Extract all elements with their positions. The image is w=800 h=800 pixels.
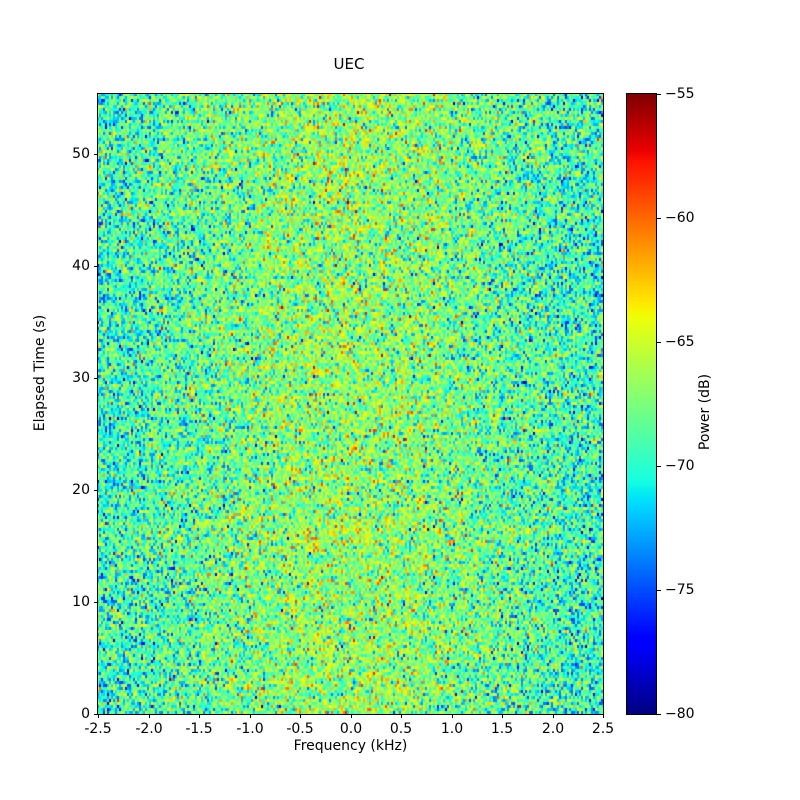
colorbar-tick-mark (657, 466, 661, 467)
y-tick-label: 0 (81, 706, 90, 722)
colorbar-tick-label: −55 (665, 86, 695, 102)
colorbar-tick-label: −75 (665, 582, 695, 598)
y-tick-label: 10 (72, 594, 90, 610)
x-tick-label: 2.0 (541, 721, 565, 737)
x-tick-mark (502, 714, 503, 718)
y-tick-label: 30 (72, 370, 90, 386)
x-tick-mark (351, 714, 352, 718)
x-tick-label: 0.0 (339, 721, 363, 737)
x-tick-label: 1.5 (490, 721, 514, 737)
x-tick-mark (98, 714, 99, 718)
colorbar (626, 93, 657, 715)
y-tick-label: 50 (72, 146, 90, 162)
x-tick-mark (149, 714, 150, 718)
x-tick-label: 2.5 (591, 721, 615, 737)
x-tick-label: -2.5 (84, 721, 112, 737)
colorbar-tick-label: −65 (665, 334, 695, 350)
x-tick-label: -0.5 (286, 721, 314, 737)
spectrogram-image (98, 94, 603, 714)
y-tick-mark (94, 378, 98, 379)
x-tick-label: 1.0 (440, 721, 464, 737)
spectrogram-axes (97, 93, 604, 715)
x-tick-mark (603, 714, 604, 718)
y-tick-label: 40 (72, 258, 90, 274)
x-tick-label: 0.5 (389, 721, 413, 737)
x-tick-mark (199, 714, 200, 718)
colorbar-tick-label: −80 (665, 706, 695, 722)
title-line-station: UEC (333, 55, 365, 73)
y-tick-mark (94, 490, 98, 491)
colorbar-tick-label: −60 (665, 210, 695, 226)
y-tick-mark (94, 154, 98, 155)
colorbar-tick-mark (657, 342, 661, 343)
x-tick-mark (401, 714, 402, 718)
y-tick-mark (94, 266, 98, 267)
y-tick-mark (94, 602, 98, 603)
x-tick-label: -1.0 (236, 721, 264, 737)
colorbar-tick-mark (657, 590, 661, 591)
x-tick-mark (452, 714, 453, 718)
y-tick-mark (94, 714, 98, 715)
colorbar-tick-mark (657, 218, 661, 219)
x-axis-label: Frequency (kHz) (293, 738, 408, 754)
x-tick-mark (553, 714, 554, 718)
colorbar-gradient (627, 94, 656, 714)
colorbar-tick-mark (657, 714, 661, 715)
y-axis-label: Elapsed Time (s) (32, 314, 48, 432)
x-tick-label: -2.0 (135, 721, 163, 737)
y-tick-label: 20 (72, 482, 90, 498)
x-tick-label: -1.5 (185, 721, 213, 737)
colorbar-label: Power (dB) (697, 373, 713, 451)
colorbar-tick-mark (657, 94, 661, 95)
x-tick-mark (300, 714, 301, 718)
colorbar-tick-label: −70 (665, 458, 695, 474)
x-tick-mark (250, 714, 251, 718)
